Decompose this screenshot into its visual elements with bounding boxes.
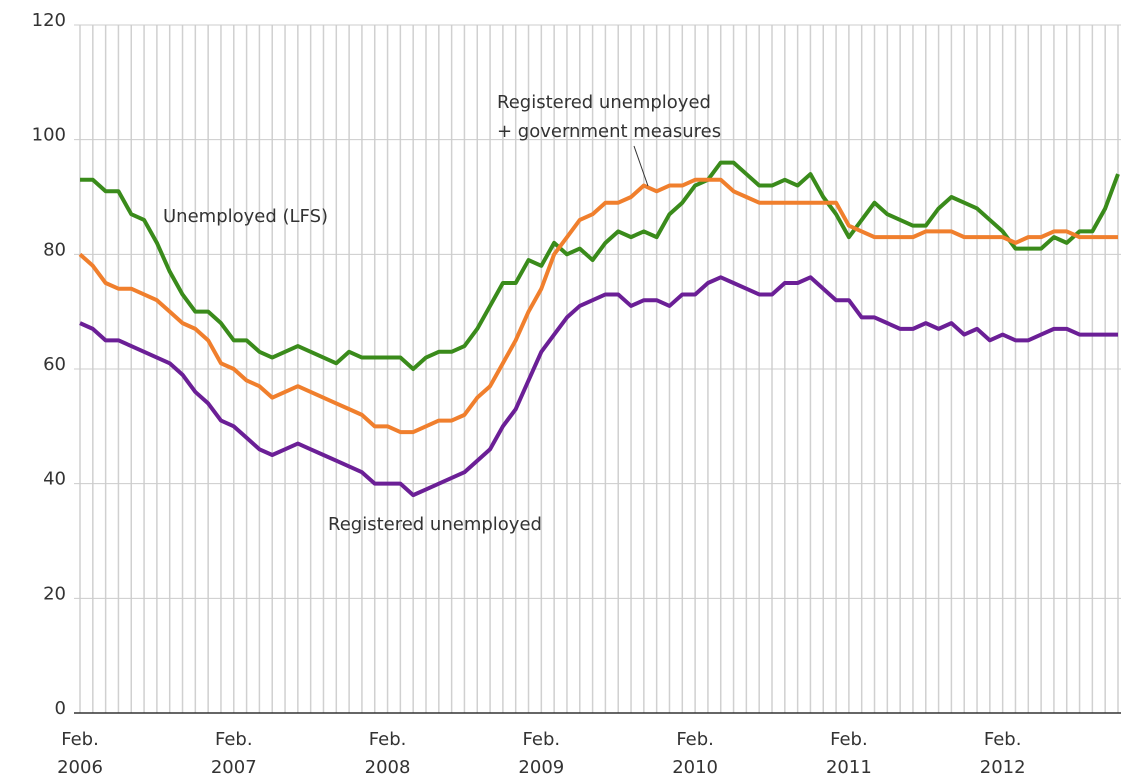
- x-tick-label-line: 2006: [57, 757, 103, 778]
- series-line: [78, 177, 1118, 435]
- y-tick-label: 40: [43, 469, 66, 490]
- annotation: Registered unemployed: [497, 92, 711, 113]
- x-tick-label-line: Feb.: [830, 729, 868, 750]
- x-tick-label: Feb. 2008: [365, 729, 411, 778]
- x-tick-label-line: Feb.: [369, 729, 407, 750]
- series-line: [79, 275, 1118, 498]
- x-tick-label: Feb. 2010: [672, 729, 718, 778]
- x-tick-label-line: 2009: [518, 757, 564, 778]
- y-tick-label: 120: [32, 10, 66, 31]
- x-tick-label-line: 2007: [211, 757, 257, 778]
- y-tick-label: 60: [43, 354, 66, 375]
- series-line: [80, 160, 1120, 371]
- y-tick-label: 0: [55, 698, 66, 719]
- x-tick-label-line: 2012: [980, 757, 1026, 778]
- x-tick-label-line: 2011: [826, 757, 872, 778]
- x-tick-label: Feb. 2006: [57, 729, 103, 778]
- annotation-pointer: [633, 145, 649, 187]
- annotation: Registered unemployed: [328, 514, 542, 535]
- y-tick-label: 100: [32, 125, 66, 146]
- y-tick-label: 20: [43, 583, 66, 604]
- x-tick-label: Feb. 2007: [211, 729, 257, 778]
- x-tick-label-line: Feb.: [61, 729, 99, 750]
- x-tick-label-line: 2008: [365, 757, 411, 778]
- x-tick-label: Feb. 2012: [980, 729, 1026, 778]
- x-tick-label: Feb. 2009: [518, 729, 564, 778]
- annotation: Unemployed (LFS): [163, 206, 328, 227]
- x-tick-label-line: Feb.: [523, 729, 561, 750]
- x-tick-label: Feb. 2011: [826, 729, 872, 778]
- x-tick-label-line: Feb.: [676, 729, 714, 750]
- annotation: + government measures: [497, 121, 721, 142]
- x-tick-label-line: 2010: [672, 757, 718, 778]
- y-tick-label: 80: [43, 239, 66, 260]
- x-tick-label-line: Feb.: [215, 729, 253, 750]
- x-tick-label-line: Feb.: [984, 729, 1022, 750]
